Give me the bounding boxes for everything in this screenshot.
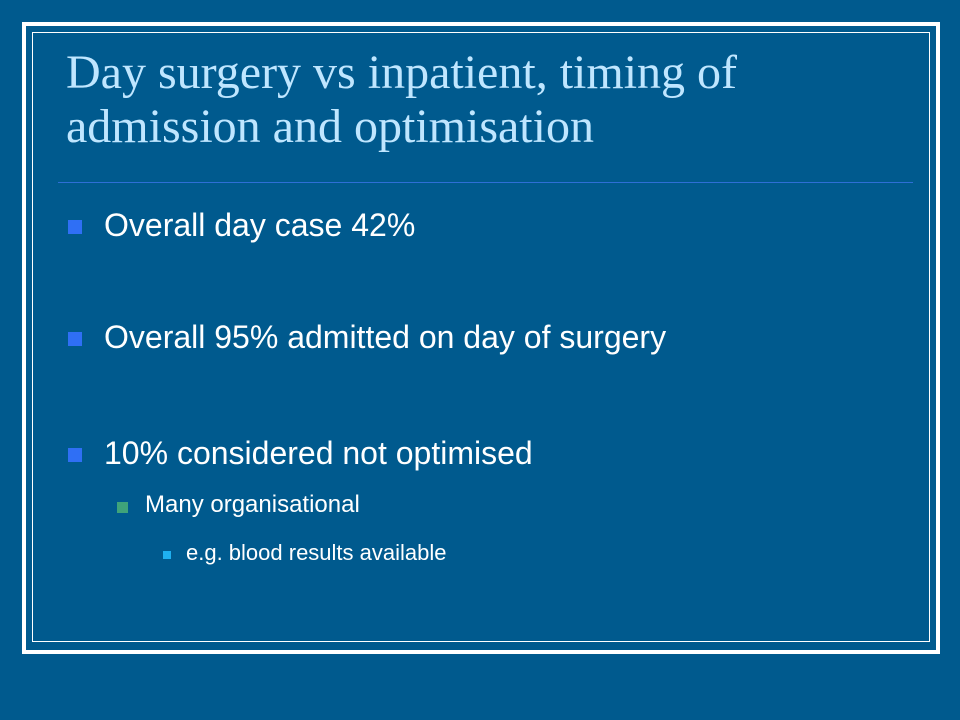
square-bullet-icon (163, 551, 171, 559)
sub-bullet-item-organisational: Many organisational (117, 491, 360, 519)
square-bullet-icon (68, 332, 82, 346)
bullet-text: e.g. blood results available (186, 540, 447, 565)
slide-frame-inner (32, 32, 930, 642)
square-bullet-icon (68, 220, 82, 234)
bullet-item-admitted-day-of-surgery: Overall 95% admitted on day of surgery (68, 318, 667, 356)
slide-frame-outer (22, 22, 940, 654)
title-divider (58, 182, 913, 183)
bullet-text: Overall 95% admitted on day of surgery (104, 319, 667, 355)
square-bullet-icon (117, 502, 128, 513)
bullet-text: Overall day case 42% (104, 207, 416, 243)
sub-sub-bullet-item-blood-results: e.g. blood results available (163, 540, 447, 566)
slide-title: Day surgery vs inpatient, timing of admi… (66, 46, 738, 153)
bullet-text: Many organisational (145, 491, 360, 518)
bullet-item-not-optimised: 10% considered not optimised (68, 434, 533, 472)
square-bullet-icon (68, 448, 82, 462)
bullet-text: 10% considered not optimised (104, 435, 533, 471)
bullet-item-day-case: Overall day case 42% (68, 206, 416, 244)
